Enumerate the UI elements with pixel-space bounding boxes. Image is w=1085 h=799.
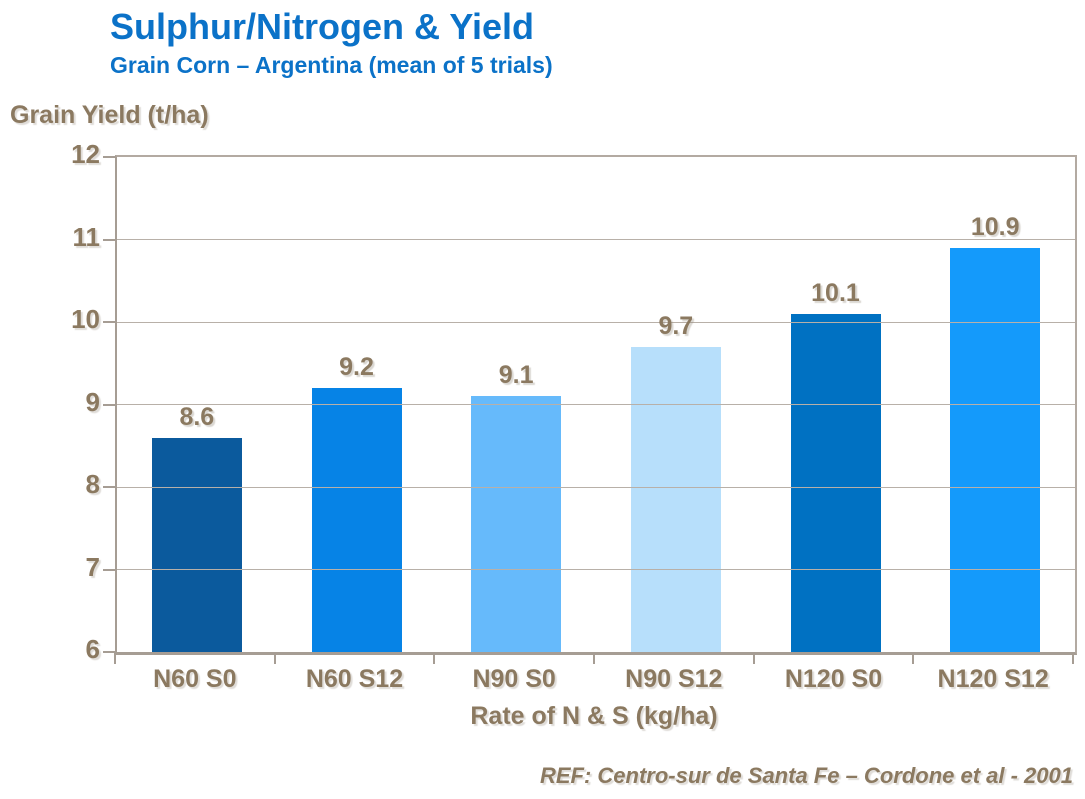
x-category-label-n90-s12: N90 S12 xyxy=(625,665,723,693)
y-tick-9 xyxy=(103,403,115,406)
x-tick-2 xyxy=(433,653,436,664)
chart-subtitle: Grain Corn – Argentina (mean of 5 trials… xyxy=(110,52,553,78)
y-tick-label-11: 11 xyxy=(72,221,101,252)
y-tick-7 xyxy=(103,568,115,571)
x-category-label-n120-s12: N120 S12 xyxy=(937,665,1049,693)
y-tick-label-9: 9 xyxy=(85,386,100,417)
bar-value-label: 10.1 xyxy=(811,278,860,307)
bar-n120-s12 xyxy=(950,247,1041,652)
reference-citation: REF: Centro-sur de Santa Fe – Cordone et… xyxy=(539,763,1073,788)
x-category-label-n60-s0: N60 S0 xyxy=(153,665,237,693)
bar-n60-s0 xyxy=(151,437,242,652)
bar-value-label: 9.2 xyxy=(339,353,374,381)
x-tick-3 xyxy=(593,653,595,664)
x-tick-6 xyxy=(1072,653,1074,664)
y-tick-8 xyxy=(103,486,115,488)
gridline-y-9 xyxy=(117,404,1075,405)
plot-area: 8.6 9.2 9.1 9.7 10.1 10.9 xyxy=(103,155,1077,655)
x-category-label-n60-s12: N60 S12 xyxy=(305,665,404,693)
bar-value-label: 9.7 xyxy=(658,311,694,340)
y-tick-6 xyxy=(103,651,115,653)
bar-value-label: 9.1 xyxy=(498,361,534,390)
y-tick-label-8: 8 xyxy=(85,469,100,499)
bar-n120-s0 xyxy=(790,313,881,652)
y-tick-label-12: 12 xyxy=(71,139,100,169)
gridline-y-8 xyxy=(117,486,1075,488)
y-tick-label-10: 10 xyxy=(71,304,100,334)
gridline-y-10 xyxy=(117,321,1075,323)
x-category-label-n90-s0: N90 S0 xyxy=(472,665,556,693)
gridline-y-7 xyxy=(117,569,1075,570)
bar-value-label: 10.9 xyxy=(970,212,1020,241)
x-tick-1 xyxy=(273,653,276,664)
x-axis-title: Rate of N & S (kg/ha) xyxy=(470,702,718,730)
x-category-label-n120-s0: N120 S0 xyxy=(784,665,883,693)
x-tick-4 xyxy=(752,653,755,664)
chart-title: Sulphur/Nitrogen & Yield xyxy=(110,6,535,47)
x-tick-5 xyxy=(912,653,915,664)
y-axis-title: Grain Yield (t/ha) xyxy=(10,101,209,129)
bar-n60-s12 xyxy=(311,388,402,652)
bar-n90-s0 xyxy=(471,396,562,652)
gridline-y-11 xyxy=(117,239,1075,240)
x-tick-0 xyxy=(114,653,116,664)
bar-value-label: 8.6 xyxy=(179,402,215,431)
bar-n90-s12 xyxy=(630,346,721,652)
y-tick-label-7: 7 xyxy=(85,551,100,582)
y-tick-11 xyxy=(103,238,115,241)
y-tick-label-6: 6 xyxy=(85,634,100,664)
y-tick-12 xyxy=(103,156,115,158)
y-tick-10 xyxy=(103,321,115,323)
